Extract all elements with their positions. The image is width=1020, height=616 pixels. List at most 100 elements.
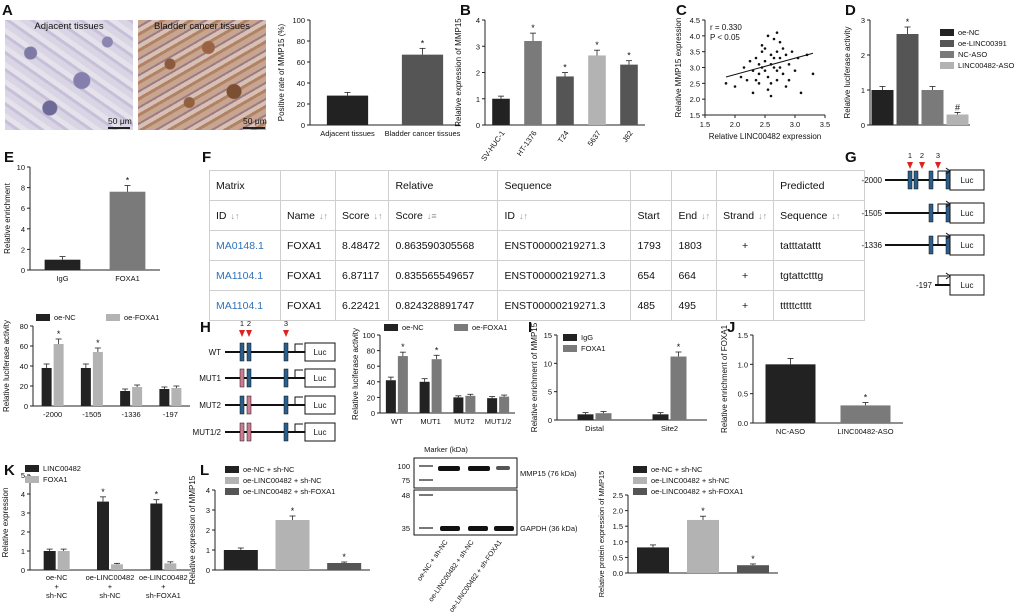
binding-site [239,368,245,388]
bar [44,259,81,270]
table-header[interactable]: Strand ↓↑ [716,200,775,231]
significance-mark: * [627,51,631,61]
table-cell: 485 [630,290,673,321]
table-cell: FOXA1 [280,230,336,261]
y-axis-label: Relative luciferase activity [2,320,11,412]
table-cell: 495 [671,290,718,321]
table-header: Relative [388,170,499,201]
sort-icon[interactable]: ↓↑ [518,210,528,221]
y-tick-label: 2 [206,526,210,535]
sort-icon[interactable]: ↓↑ [230,210,240,221]
sort-icon[interactable]: ↓↑ [373,210,383,221]
y-tick-label: 4.0 [690,32,700,41]
scatter-point [754,78,758,82]
table-header[interactable]: ID ↓↑ [497,200,632,231]
x-tick-label: sh-NC [99,591,121,600]
scatter-point [769,53,773,57]
scatter-point [754,56,758,60]
y-tick-label: 80 [297,37,305,46]
site-number: 3 [936,151,940,160]
bar [41,368,52,406]
table-header[interactable]: Name ↓↑ [280,200,336,231]
scatter-point [751,91,755,95]
table-cell: tatttatattt [773,230,866,261]
y-tick-label: 8 [21,184,25,193]
scatter-point [766,75,770,79]
significance-mark: * [401,342,405,352]
y-tick-label: 0 [206,566,210,575]
panel-label-g: G [845,149,857,166]
luc-label: Luc [961,176,974,185]
legend-label: FOXA1 [43,475,68,484]
site-number: 1 [908,151,912,160]
bar [453,397,464,413]
y-tick-label: 1.0 [738,360,748,369]
x-tick-label: + [161,582,166,591]
bar [487,398,498,413]
bar [840,405,891,423]
construct-label: -1505 [862,209,883,218]
scatter-point [742,66,746,69]
histology-adjacent-title: Adjacent tissues [34,21,104,32]
y-tick-label: 3 [861,16,865,25]
site-arrow-icon [907,162,913,169]
stat-r: r = 0.330 [710,23,742,32]
legend-swatch [633,488,647,495]
bar [327,563,362,570]
y-tick-label: 1.5 [738,331,748,340]
y-tick-label: 20 [297,100,305,109]
matrix-link[interactable]: MA1104.1 [209,290,281,321]
scatter-point [790,50,794,53]
table-header[interactable]: Score ↓↑ [334,200,390,231]
binding-site [928,170,934,190]
marker-label: 75 [402,476,410,485]
legend-label: oe-NC [54,313,76,322]
sort-icon[interactable]: ↓↑ [319,210,329,221]
table-header[interactable]: Sequence ↓↑ [773,200,866,231]
panel-label-b: B [460,2,471,19]
y-tick-label: 3 [21,509,25,518]
panel-label-h: H [200,319,211,336]
x-tick-label: 5637 [586,129,603,148]
legend-swatch [106,314,120,321]
y-tick-label: 80 [20,322,28,331]
construct-label: -197 [916,281,933,290]
bar [524,41,542,125]
scatter-point [763,47,767,50]
sort-icon[interactable]: ↓↑ [831,210,841,221]
gapdh-band [440,526,460,531]
scatter-point [787,63,791,66]
tss-arrow [294,369,303,378]
legend-swatch [454,324,468,331]
sort-icon[interactable]: ↓↑ [758,210,768,221]
table-header[interactable]: Score ↓≡ [388,200,499,231]
bar [53,344,64,406]
y-tick-label: 40 [367,378,375,387]
bar [120,391,131,406]
bar [385,380,396,413]
bar [946,114,969,125]
bar [43,551,56,570]
x-tick-label: MUT1/2 [485,417,512,426]
y-tick-label: 5 [21,471,25,480]
construct-label: -1336 [862,241,883,250]
histology-cancer-title: Bladder cancer tissues [153,21,251,32]
lane-label: oe-LINC00482 + sh-NC [428,539,476,603]
luc-box [304,395,336,415]
y-tick-label: 2 [21,245,25,254]
table-header[interactable]: ID ↓↑ [209,200,281,231]
y-axis-label: Relative luciferase activity [843,26,852,118]
y-tick-label: 2 [861,51,865,60]
sort-desc-icon[interactable]: ↓≡ [426,210,437,221]
luc-label: Luc [961,281,974,290]
luc-label: Luc [314,374,327,383]
histology-adjacent-image [5,20,133,130]
legend-swatch [25,465,39,472]
sort-icon[interactable]: ↓↑ [701,210,711,221]
y-tick-label: 2.0 [690,95,700,104]
marker-band [419,465,433,467]
x-tick-label: LINC00482-ASO [837,427,893,436]
luc-label: Luc [961,209,974,218]
y-tick-label: 0 [476,121,480,130]
x-tick-label: 2.5 [760,120,770,129]
